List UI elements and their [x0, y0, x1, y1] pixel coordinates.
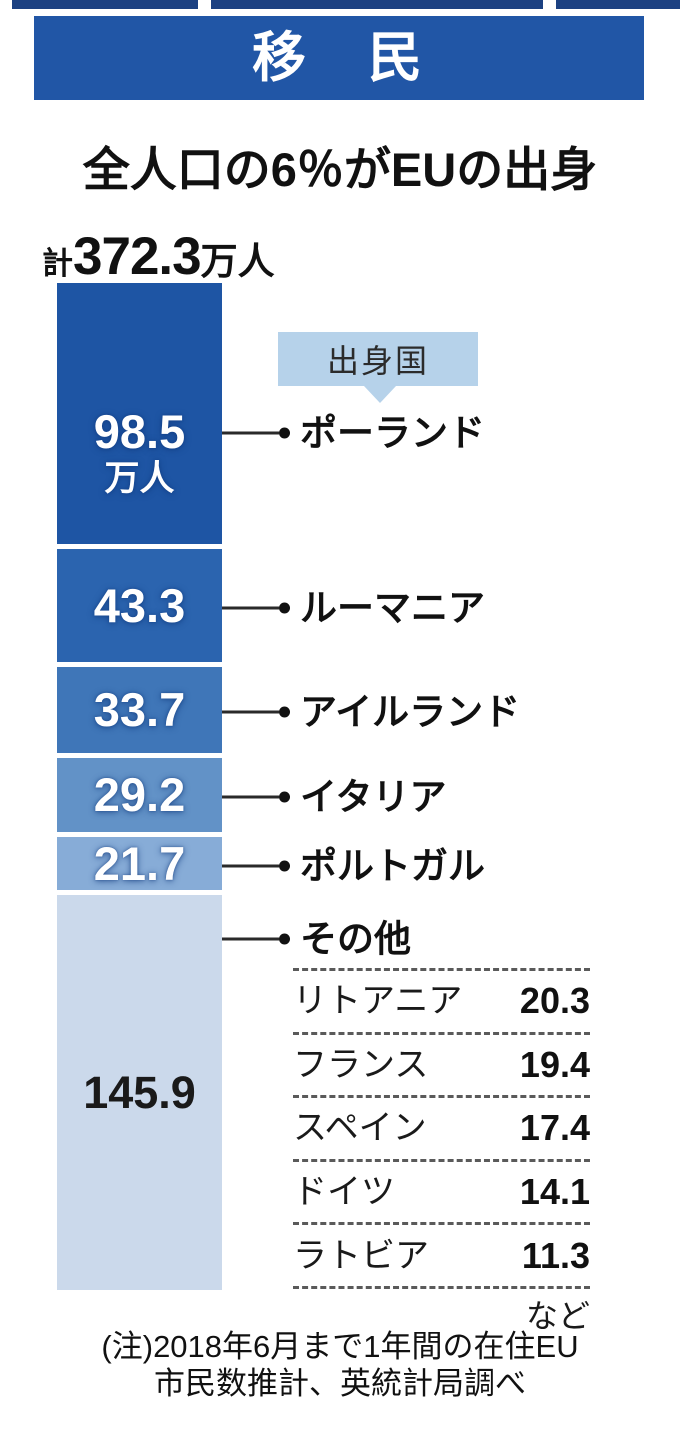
segment-label: その他: [300, 918, 411, 960]
segment-value: 98.5: [93, 405, 186, 459]
connector-dot: [279, 860, 290, 872]
stacked-bar: 98.5 万人 43.3 33.7 29.2 21.7 145.9: [57, 283, 222, 1290]
segment-label: ルーマニア: [300, 587, 485, 629]
source-note-line2: 市民数推計、英統計局調べ: [154, 1366, 526, 1401]
others-row: スペイン 17.4: [293, 1095, 590, 1159]
others-value: 14.1: [519, 1171, 590, 1213]
segment-value: 21.7: [93, 836, 186, 890]
connector-dot: [279, 427, 290, 439]
total-label: 計 372.3 万人: [42, 226, 275, 287]
others-suffix: など: [525, 1298, 590, 1334]
others-country: ラトビア: [293, 1236, 429, 1275]
connector-row: アイルランド: [222, 694, 520, 731]
others-row: ドイツ 14.1: [293, 1158, 590, 1223]
others-country: ドイツ: [293, 1173, 395, 1212]
connector-row: ポーランド: [222, 415, 485, 452]
connector-dot: [279, 933, 290, 945]
total-unit: 万人: [200, 241, 275, 282]
others-row: リトアニア 20.3: [293, 968, 590, 1032]
segment-label: ポーランド: [300, 412, 485, 454]
cropped-content-strip: [12, 0, 680, 9]
header-bar: 移 民: [34, 16, 644, 100]
callout-tail: [364, 386, 396, 403]
segment-label: ポルトガル: [300, 845, 485, 887]
bar-segment-5: 145.9: [57, 895, 222, 1290]
connector-dot: [279, 791, 290, 803]
others-value: 20.3: [519, 980, 590, 1022]
segment-unit: 万人: [104, 458, 175, 498]
others-country: リトアニア: [293, 982, 463, 1021]
connector-line: [222, 606, 279, 610]
connector-line: [222, 864, 279, 868]
bar-segment-0: 98.5 万人: [57, 283, 222, 550]
total-value: 372.3: [73, 227, 202, 286]
callout-bubble: 出身国: [278, 332, 478, 403]
connector-row: イタリア: [222, 779, 447, 816]
strip-gap: [543, 0, 556, 9]
others-row: ラトビア 11.3: [293, 1222, 590, 1286]
segment-value: 145.9: [83, 1067, 196, 1119]
chart-subtitle: 全人口の6％がEUの出身: [82, 143, 598, 196]
connector-row: ルーマニア: [222, 589, 485, 626]
connector-line: [222, 710, 279, 714]
segment-label: アイルランド: [300, 691, 521, 733]
strip-gap: [198, 0, 211, 9]
bar-segment-1: 43.3: [57, 549, 222, 667]
others-country: スペイン: [293, 1109, 427, 1148]
connector-row: ポルトガル: [222, 848, 485, 885]
others-row: フランス 19.4: [293, 1031, 590, 1096]
bar-segment-3: 29.2: [57, 757, 222, 837]
segment-label: イタリア: [300, 776, 447, 818]
segment-value: 33.7: [93, 682, 186, 736]
others-value: 19.4: [519, 1043, 590, 1085]
source-note-line1: (注)2018年6月まで1年間の在住EU: [101, 1329, 579, 1364]
connector-row: その他: [222, 920, 411, 957]
bar-segment-4: 21.7: [57, 836, 222, 896]
bar-segment-2: 33.7: [57, 666, 222, 758]
total-prefix: 計: [42, 246, 73, 281]
page-title: 移 民: [252, 28, 426, 88]
connector-line: [222, 937, 279, 941]
others-value: 11.3: [521, 1234, 590, 1276]
connector-dot: [279, 706, 290, 718]
others-value: 17.4: [519, 1107, 590, 1149]
callout-label: 出身国: [326, 343, 429, 379]
source-note: (注)2018年6月まで1年間の在住EU 市民数推計、英統計局調べ: [0, 1328, 680, 1402]
others-country: フランス: [293, 1045, 429, 1084]
segment-value: 43.3: [93, 578, 186, 632]
others-table: リトアニア 20.3 フランス 19.4 スペイン 17.4 ドイツ 14.1 ラトビア 11.3: [293, 968, 590, 1289]
connector-line: [222, 431, 279, 435]
connector-dot: [279, 602, 290, 614]
segment-value: 29.2: [93, 767, 186, 821]
connector-line: [222, 795, 279, 799]
